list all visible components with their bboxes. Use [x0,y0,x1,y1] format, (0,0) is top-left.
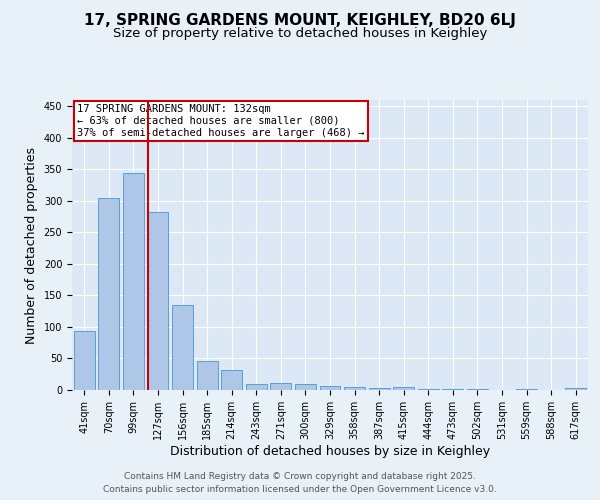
Bar [148,212,169,390]
Bar [197,361,218,390]
Text: Size of property relative to detached houses in Keighley: Size of property relative to detached ho… [113,28,487,40]
Bar [98,198,119,390]
Y-axis label: Number of detached properties: Number of detached properties [25,146,38,344]
X-axis label: Distribution of detached houses by size in Keighley: Distribution of detached houses by size … [170,444,490,458]
Bar [74,332,95,390]
Text: 17, SPRING GARDENS MOUNT, KEIGHLEY, BD20 6LJ: 17, SPRING GARDENS MOUNT, KEIGHLEY, BD20… [84,12,516,28]
Bar [393,388,414,390]
Text: Contains public sector information licensed under the Open Government Licence v3: Contains public sector information licen… [103,485,497,494]
Bar [295,384,316,390]
Text: Contains HM Land Registry data © Crown copyright and database right 2025.: Contains HM Land Registry data © Crown c… [124,472,476,481]
Bar [344,387,365,390]
Bar [246,384,267,390]
Text: 17 SPRING GARDENS MOUNT: 132sqm
← 63% of detached houses are smaller (800)
37% o: 17 SPRING GARDENS MOUNT: 132sqm ← 63% of… [77,104,365,138]
Bar [565,388,586,390]
Bar [123,172,144,390]
Bar [172,305,193,390]
Bar [368,388,389,390]
Bar [320,386,340,390]
Bar [271,383,292,390]
Bar [418,388,439,390]
Bar [221,370,242,390]
